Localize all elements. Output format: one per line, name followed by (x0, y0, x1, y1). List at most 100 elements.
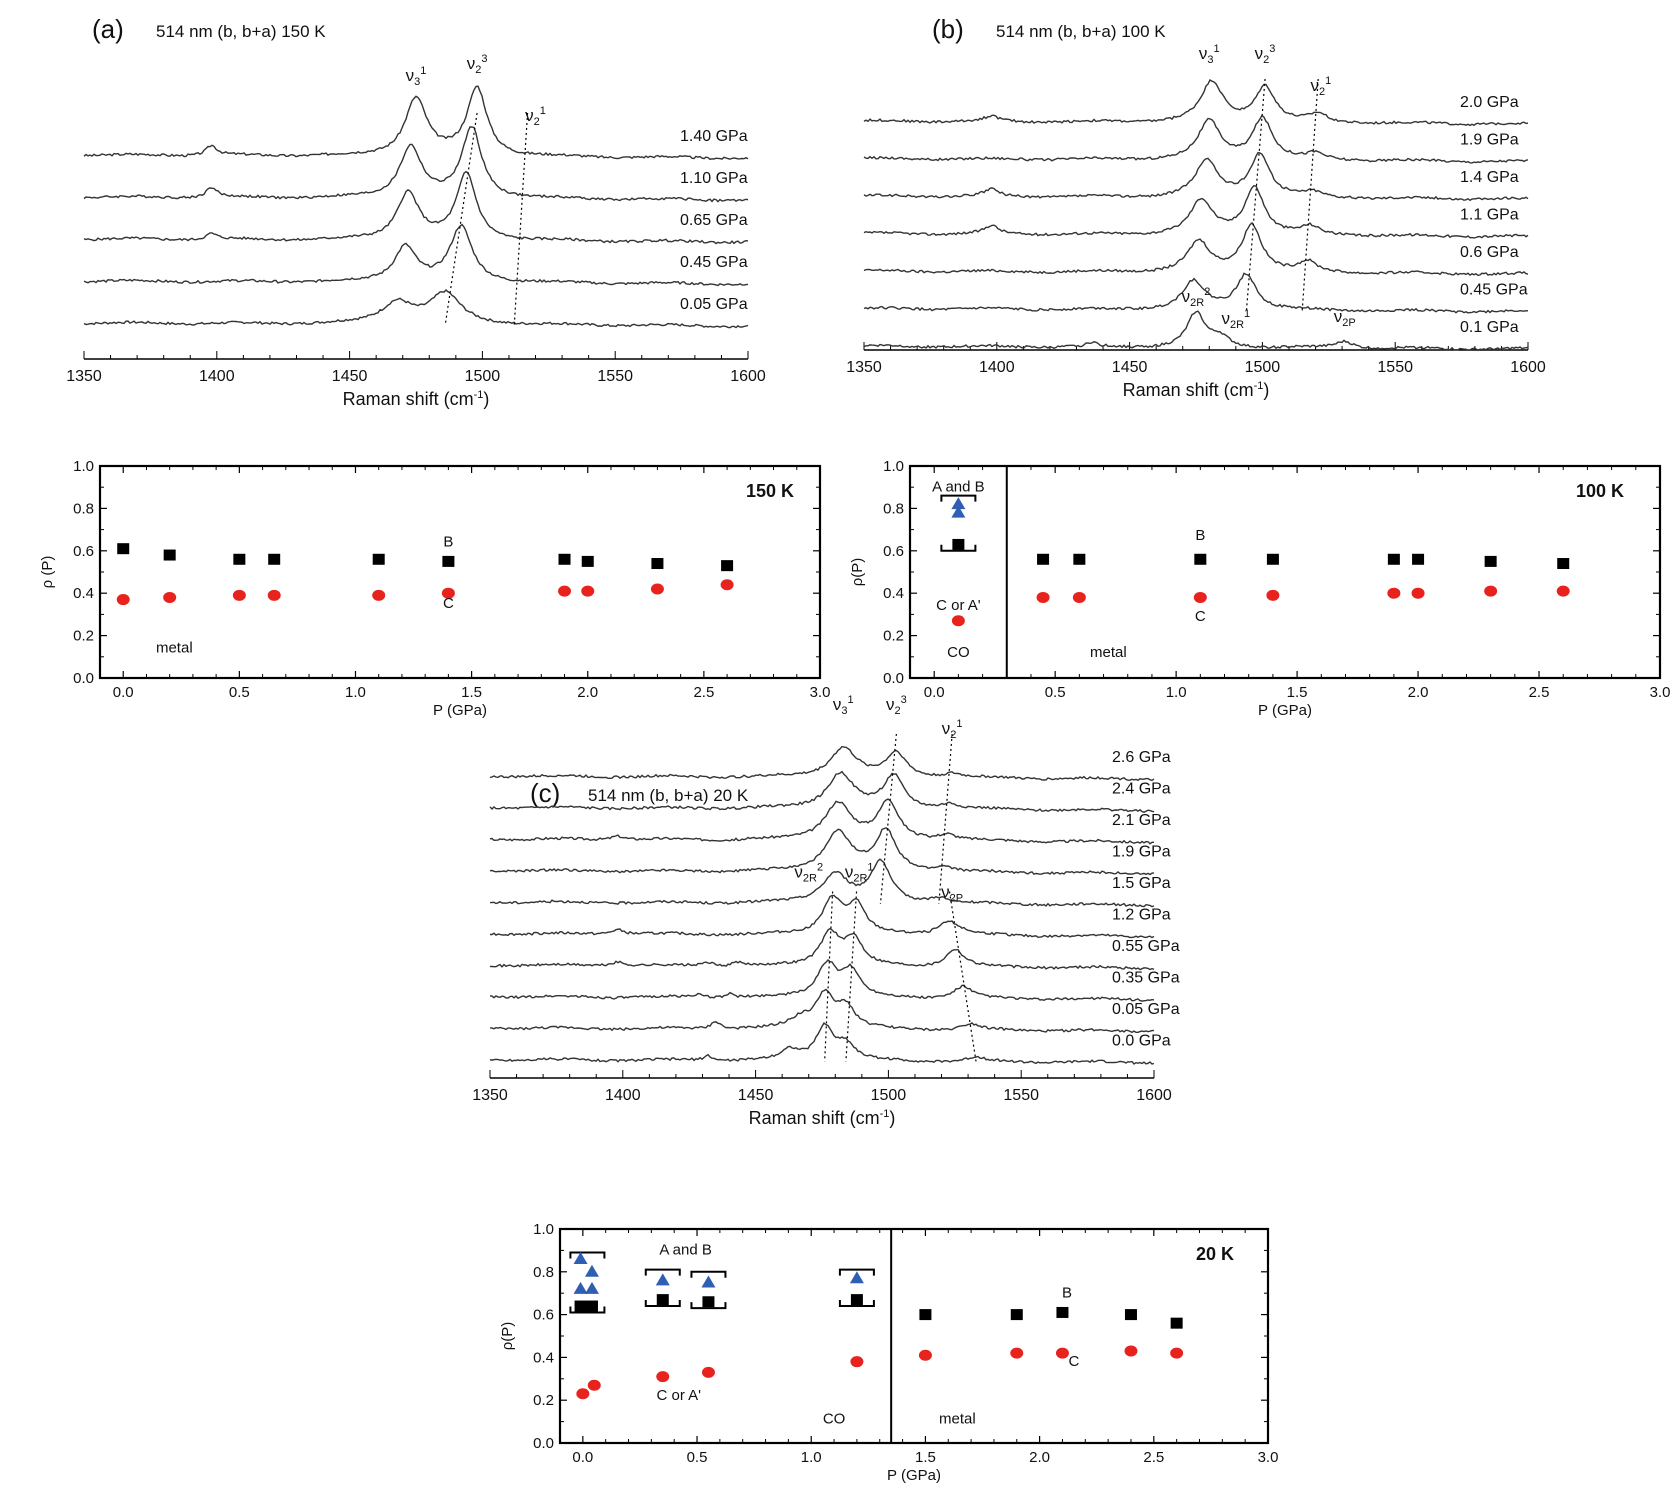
x-tick-label: 1400 (199, 368, 235, 385)
data-point-c-circle (1170, 1347, 1184, 1359)
data-point-b-square (1484, 555, 1497, 567)
x-tick-label: 2.5 (1143, 1449, 1164, 1466)
data-point-c-circle (1010, 1347, 1024, 1359)
x-axis-label: P (GPa) (433, 702, 487, 719)
data-point-a-triangle (951, 497, 966, 510)
spectrum-trace (863, 79, 1529, 127)
plot-annotation: CO (823, 1411, 846, 1428)
x-tick-label: 1.0 (345, 684, 366, 701)
x-tick-label: 0.0 (572, 1449, 593, 1466)
data-point-b-square (1557, 558, 1570, 570)
pressure-label: 1.10 GPa (680, 170, 748, 187)
data-point-c-circle (587, 1379, 601, 1391)
spectrum-trace (489, 798, 1154, 845)
x-tick-label: 2.0 (1029, 1449, 1050, 1466)
pressure-label: 0.65 GPa (680, 212, 748, 229)
spectrum-trace (863, 184, 1529, 239)
y-tick-label: 0.8 (883, 500, 904, 517)
peak-label: ν2R2 (794, 862, 823, 885)
plot-annotation: metal (939, 1411, 976, 1428)
peak-label: ν31 (1199, 43, 1220, 66)
data-point-c-circle (232, 589, 246, 601)
x-axis-label: Raman shift (cm-1) (1123, 380, 1270, 400)
x-tick-label: 2.0 (577, 684, 598, 701)
pressure-label: 0.6 GPa (1460, 244, 1519, 261)
pressure-label: 2.6 GPa (1112, 749, 1171, 766)
peak-label: ν23 (886, 694, 907, 717)
plot-annotation: C or A' (656, 1387, 701, 1404)
y-tick-label: 0.6 (533, 1307, 554, 1324)
data-point-b-square (1266, 553, 1279, 565)
plot-annotation: metal (156, 640, 193, 657)
x-tick-label: 1400 (605, 1087, 641, 1104)
spectrum-trace (489, 770, 1155, 813)
peak-guide (1301, 78, 1319, 311)
data-point-b-square (850, 1294, 863, 1306)
rho-plot-100k: 0.0 0.5 1.0 1.5 2.0 2.5 3.0 0.0 0.2 0.4 0.6 0.8 1.0 P… (849, 458, 1670, 719)
panel-a-title: 514 nm (b, b+a) 150 K (156, 22, 326, 41)
spectrum-trace (863, 272, 1529, 314)
pressure-label: 0.45 GPa (680, 254, 748, 271)
raman-plot-a: 1350 1400 1450 1500 1550 1600 Raman shift (cm-… (66, 53, 766, 409)
data-point-b-square (1412, 553, 1425, 565)
y-tick-label: 0.6 (883, 543, 904, 560)
peak-label: ν2R1 (845, 862, 874, 885)
x-axis-label: Raman shift (cm-1) (343, 389, 490, 409)
peak-label: ν21 (525, 105, 546, 128)
x-axis-label: Raman shift (cm-1) (749, 1108, 896, 1128)
y-tick-label: 0.2 (533, 1392, 554, 1409)
pressure-label: 1.2 GPa (1112, 907, 1171, 924)
pressure-label: 0.05 GPa (1112, 1001, 1180, 1018)
data-point-c-circle (1055, 1347, 1069, 1359)
x-tick-label: 1450 (1112, 359, 1148, 376)
data-point-c-circle (1193, 591, 1207, 603)
spectrum-trace (490, 894, 1155, 939)
x-tick-label: 3.0 (1650, 684, 1671, 701)
pressure-label: 0.35 GPa (1112, 970, 1180, 987)
peak-label: ν23 (1255, 43, 1276, 66)
y-axis-label: ρ(P) (499, 1322, 516, 1351)
data-point-c-circle (267, 589, 281, 601)
x-tick-label: 1450 (738, 1087, 774, 1104)
y-axis-label: ρ (P) (39, 556, 56, 589)
pressure-label: 2.4 GPa (1112, 781, 1171, 798)
plot-annotation: A and B (932, 478, 985, 495)
plot-annotation: metal (1090, 644, 1127, 661)
data-point-b-square (656, 1294, 669, 1306)
data-point-c-circle (918, 1349, 932, 1361)
y-tick-label: 0.8 (73, 500, 94, 517)
spectrum-trace (83, 85, 749, 161)
data-point-c-circle (850, 1356, 864, 1368)
x-tick-label: 3.0 (810, 684, 831, 701)
pressure-label: 2.0 GPa (1460, 94, 1519, 111)
x-axis-label: P (GPa) (887, 1467, 941, 1484)
phase-bracket (838, 1300, 875, 1308)
plot-title: 100 K (1576, 481, 1624, 501)
panel-a-header: (a) 514 nm (b, b+a) 150 K (92, 14, 326, 44)
plot-annotation: C or A' (936, 597, 981, 614)
data-point-b-square (1387, 553, 1400, 565)
phase-bracket (838, 1268, 875, 1276)
pressure-label: 0.05 GPa (680, 296, 748, 313)
rho-plot-20k: 0.0 0.5 1.0 1.5 2.0 2.5 3.0 0.0 0.2 0.4 0.6 0.8 1.0 P… (499, 1221, 1278, 1484)
x-tick-label: 1350 (66, 368, 102, 385)
pressure-label: 1.9 GPa (1460, 132, 1519, 149)
spectrum-trace (863, 151, 1529, 202)
x-tick-label: 0.0 (924, 684, 945, 701)
data-point-c-circle (1411, 587, 1425, 599)
data-point-a-triangle (951, 505, 966, 518)
data-point-a-triangle (584, 1264, 599, 1277)
x-tick-label: 1550 (1377, 359, 1413, 376)
pressure-label: 2.1 GPa (1112, 812, 1171, 829)
peak-guide (1245, 78, 1266, 311)
spectrum-trace (489, 927, 1155, 971)
panel-c-header: (c) 514 nm (b, b+a) 20 K (530, 778, 749, 808)
data-point-c-circle (116, 594, 130, 606)
peak-label: ν21 (1310, 75, 1331, 98)
spectrum-trace (863, 310, 1529, 352)
panel-b-label: (b) (932, 14, 964, 44)
data-point-b-square (702, 1296, 715, 1308)
x-tick-label: 1.5 (1287, 684, 1308, 701)
rho-plot-150k: 0.0 0.5 1.0 1.5 2.0 2.5 3.0 0.0 0.2 0.4 0.6 0.8 1.0 P… (39, 458, 830, 719)
data-point-b-square (1010, 1309, 1023, 1321)
